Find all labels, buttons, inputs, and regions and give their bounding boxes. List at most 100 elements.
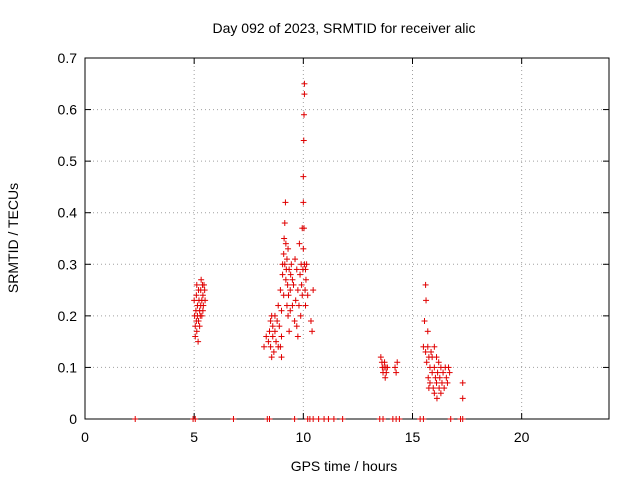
data-point: [445, 364, 452, 371]
data-point: [300, 111, 307, 118]
data-point: [394, 359, 401, 366]
data-point: [278, 333, 285, 340]
x-axis-label: GPS time / hours: [291, 458, 398, 474]
data-point: [268, 312, 275, 319]
data-point: [276, 323, 283, 330]
data-point: [132, 416, 139, 422]
data-point: [298, 281, 305, 288]
data-point: [433, 395, 440, 402]
data-point: [300, 137, 307, 144]
data-point: [436, 374, 443, 381]
data-point: [294, 333, 301, 340]
data-point: [195, 338, 202, 345]
data-point: [396, 416, 403, 422]
data-point: [300, 245, 307, 252]
data-point: [287, 307, 294, 314]
data-point: [302, 302, 309, 309]
data-point: [281, 220, 288, 227]
data-point: [193, 292, 200, 299]
data-point: [436, 385, 443, 392]
data-point: [199, 307, 206, 314]
data-point: [339, 416, 346, 422]
data-point: [443, 374, 450, 381]
data-point: [284, 281, 291, 288]
data-point: [279, 271, 286, 278]
data-point: [299, 292, 306, 299]
data-point: [202, 297, 209, 304]
data-point: [459, 395, 466, 402]
x-tick-label: 5: [190, 429, 198, 445]
data-point: [200, 281, 207, 288]
data-point: [286, 266, 293, 273]
data-point: [281, 261, 288, 268]
data-point: [275, 302, 282, 309]
data-point: [447, 416, 454, 422]
data-point: [382, 374, 389, 381]
data-point: [428, 348, 435, 355]
data-point: [199, 292, 206, 299]
data-point: [325, 416, 332, 422]
data-point: [268, 354, 275, 361]
grid-lines: [85, 58, 609, 419]
data-point: [200, 302, 207, 309]
data-point: [330, 416, 337, 422]
data-point: [293, 323, 300, 330]
data-point: [459, 379, 466, 386]
x-tick-label: 10: [296, 429, 312, 445]
plot-frame: [84, 57, 610, 420]
data-point: [292, 256, 299, 263]
data-point: [301, 91, 308, 98]
data-point: [270, 348, 277, 355]
data-point: [393, 369, 400, 376]
y-tick-label: 0.1: [58, 359, 78, 375]
data-point: [195, 318, 202, 325]
data-point: [300, 173, 307, 180]
data-point: [424, 343, 431, 350]
data-point: [392, 364, 399, 371]
data-point: [282, 199, 289, 206]
data-point: [300, 199, 307, 206]
data-point: [423, 297, 430, 304]
data-point: [310, 287, 317, 294]
data-point: [288, 261, 295, 268]
y-tick-label: 0.2: [58, 308, 78, 324]
data-point: [429, 369, 436, 376]
data-point: [295, 302, 302, 309]
data-point: [438, 379, 445, 386]
y-tick-label: 0.6: [58, 102, 78, 118]
data-point: [282, 276, 289, 283]
data-point: [285, 292, 292, 299]
data-point: [433, 379, 440, 386]
data-point: [422, 281, 429, 288]
data-point: [196, 323, 203, 330]
data-point: [269, 323, 276, 330]
data-point: [444, 379, 451, 386]
data-point: [383, 369, 390, 376]
data-point: [198, 276, 205, 283]
data-point: [384, 364, 391, 371]
data-point: [274, 318, 281, 325]
data-point: [280, 250, 287, 257]
data-point: [300, 225, 307, 232]
data-point: [277, 343, 284, 350]
data-point: [301, 80, 308, 87]
y-tick-label: 0: [69, 411, 77, 427]
data-point: [292, 297, 299, 304]
data-point: [192, 416, 199, 422]
data-point: [195, 287, 202, 294]
data-point: [459, 416, 466, 422]
data-point: [289, 276, 296, 283]
data-point: [278, 354, 285, 361]
data-point: [304, 292, 311, 299]
data-points: [132, 80, 466, 422]
data-point: [293, 266, 300, 273]
data-point: [285, 312, 292, 319]
data-point: [281, 235, 288, 242]
data-point: [193, 328, 200, 335]
data-point: [296, 240, 303, 247]
data-point: [420, 416, 427, 422]
data-point: [437, 390, 444, 397]
data-point: [310, 416, 317, 422]
data-point: [303, 261, 310, 268]
data-point: [302, 287, 309, 294]
